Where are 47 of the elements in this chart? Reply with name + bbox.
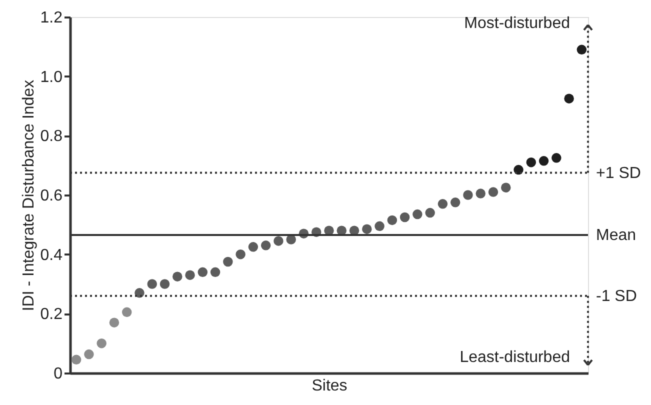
- point: [387, 215, 398, 226]
- point: [476, 188, 486, 198]
- point: [488, 187, 498, 197]
- point: [552, 153, 562, 163]
- point: [147, 279, 157, 289]
- y-tick-label: 1.0: [40, 68, 63, 86]
- point: [374, 221, 384, 232]
- point: [185, 270, 195, 280]
- point: [538, 156, 549, 166]
- point: [96, 338, 106, 348]
- point: [198, 267, 208, 277]
- y-tick-label: 0.6: [40, 188, 63, 204]
- point: [362, 224, 372, 234]
- y-tick-label: 0: [54, 366, 63, 382]
- point: [412, 209, 422, 220]
- point: [576, 44, 587, 54]
- point: [248, 242, 258, 252]
- point: [463, 190, 473, 200]
- point: [274, 236, 284, 246]
- point: [400, 212, 410, 222]
- point: [210, 267, 220, 277]
- point: [84, 349, 94, 360]
- point: [425, 208, 435, 218]
- y-tick-label: 0.4: [40, 246, 63, 264]
- y-tick-label: 0.2: [40, 306, 63, 324]
- ref-line-label: Mean: [596, 227, 636, 244]
- point: [501, 182, 511, 192]
- ref-line-label: -1 SD: [596, 288, 637, 305]
- point: [260, 240, 271, 250]
- annotation: Most-disturbed: [464, 15, 570, 32]
- point: [71, 354, 82, 365]
- point: [236, 249, 246, 260]
- y-axis-title: IDI - Integrate Disturbance Index: [20, 80, 38, 312]
- y-tick-label: 1.2: [40, 10, 63, 26]
- point: [450, 198, 460, 208]
- point: [109, 318, 120, 328]
- annotation: Least-disturbed: [460, 349, 570, 366]
- point: [223, 256, 233, 267]
- ref-line-label: +1 SD: [596, 164, 641, 182]
- point: [438, 199, 448, 209]
- y-tick-label: 0.8: [40, 128, 63, 146]
- point: [526, 158, 536, 168]
- point: [160, 279, 170, 289]
- point: [564, 94, 574, 104]
- point: [172, 272, 182, 282]
- point: [122, 307, 132, 318]
- x-axis-title: Sites: [312, 378, 348, 394]
